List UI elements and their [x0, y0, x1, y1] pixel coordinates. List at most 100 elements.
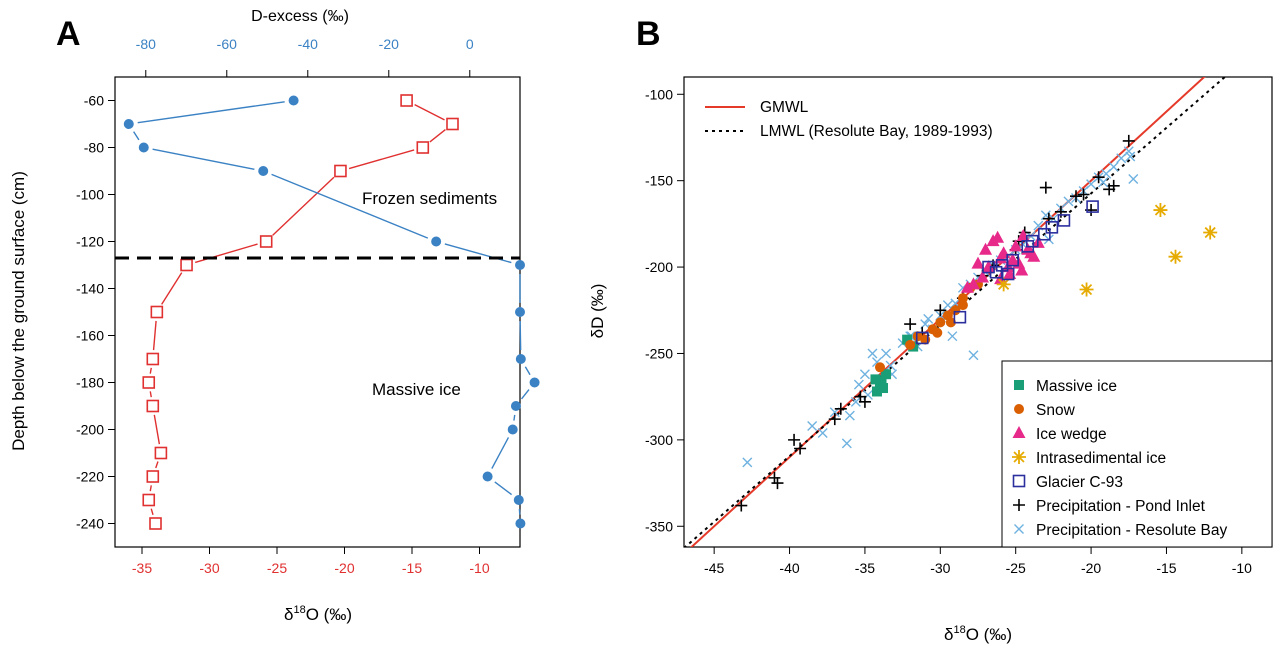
y-tick-label: -180 [76, 375, 104, 391]
series-segment-0 [161, 272, 183, 305]
data-point-plus [1039, 181, 1052, 194]
data-point-filled-square [876, 376, 887, 387]
data-point-plus [735, 499, 748, 512]
legend-swatch-filled-square [1014, 380, 1024, 390]
data-point-plus [1070, 190, 1082, 203]
panel-a-x-ticks-bottom: -35 -30 -25 -20 -15 -10 [132, 547, 490, 576]
series-segment-1 [152, 148, 255, 170]
data-point-series-0 [146, 399, 160, 413]
data-point-cross [947, 331, 958, 342]
data-point-series-1 [138, 142, 149, 153]
data-point-cross [867, 348, 878, 359]
legend-swatch-asterisk [1012, 450, 1026, 464]
data-point-cross [859, 369, 870, 380]
data-point-series-1 [515, 307, 525, 317]
legend-massive-ice: Massive ice [1036, 378, 1117, 395]
data-point-open-square [1025, 234, 1039, 248]
y-tick-label: -300 [645, 432, 673, 448]
data-point-filled-circle [932, 327, 943, 338]
legend-gmwl-label: GMWL [760, 99, 809, 116]
data-point-cross [841, 438, 852, 449]
data-point-filled-square [870, 374, 881, 385]
legend-swatches [1012, 380, 1026, 534]
data-point-open-square [1086, 200, 1099, 213]
x-bottom-tick-label: -25 [267, 560, 287, 576]
data-point-filled-circle [945, 317, 956, 328]
data-point-open-square [1038, 227, 1051, 241]
data-point-series-0 [154, 446, 168, 460]
panel-a-x-axis-title: δ18O (‰) [284, 604, 352, 624]
data-point-series-1 [123, 119, 134, 129]
data-point-series-0 [150, 305, 164, 319]
data-point-plus [828, 413, 841, 426]
series-segment-0 [429, 129, 446, 143]
legend-precip-pond-inlet: Precipitation - Pond Inlet [1036, 498, 1206, 515]
panel-b: B -100-150-200-250-300-350 -45 -40 -35 -30-… [588, 15, 1273, 644]
series-segment-0 [150, 508, 154, 516]
series-segment-1 [513, 414, 516, 421]
data-point-plus [834, 402, 847, 415]
x-bottom-tick-label: -20 [334, 560, 354, 576]
data-point-series-0 [146, 352, 160, 366]
data-point-cross [853, 379, 864, 390]
data-point-cross [850, 396, 861, 407]
data-point-asterisk [1203, 225, 1218, 240]
legend-swatch-filled-circle [1014, 404, 1024, 414]
panel-b-scatter-markers [735, 134, 1218, 512]
data-point-cross [1108, 161, 1119, 172]
x-top-tick-label: -20 [379, 36, 399, 52]
panel-b-plot-frame [683, 76, 1273, 548]
panel-b-x-ticks: -45 -40 -35 -30 -25 -20 -15 -10 [704, 547, 1252, 576]
data-point-open-square [953, 310, 967, 324]
data-point-cross [885, 360, 896, 371]
legend-box [1001, 360, 1273, 548]
x-tick-label: -35 [855, 560, 875, 576]
series-segment-0 [348, 149, 415, 170]
panel-a-series-lines [133, 101, 531, 516]
legend-swatch-filled-triangle [1012, 426, 1026, 438]
data-point-cross [1063, 196, 1074, 207]
data-point-series-0 [142, 493, 156, 507]
data-point-filled-circle [957, 293, 968, 304]
data-point-cross [817, 427, 828, 438]
series-segment-0 [149, 485, 152, 492]
data-point-series-1 [529, 377, 540, 388]
data-point-filled-triangle [960, 280, 974, 293]
legend-ice-wedge: Ice wedge [1036, 426, 1107, 443]
data-point-filled-triangle [1015, 263, 1029, 276]
data-point-filled-circle [905, 339, 916, 350]
series-segment-1 [271, 173, 429, 239]
x-bottom-tick-label: -30 [199, 560, 219, 576]
data-point-cross [742, 457, 753, 468]
data-point-open-square [1045, 221, 1059, 234]
series-segment-1 [444, 243, 512, 264]
data-point-cross [1125, 151, 1136, 162]
data-point-series-0 [149, 517, 162, 530]
data-point-filled-circle [950, 305, 961, 316]
data-point-series-1 [515, 354, 526, 364]
data-point-series-1 [513, 495, 524, 505]
legend-swatch-plus [1013, 499, 1025, 511]
data-point-series-1 [507, 424, 518, 435]
data-point-series-1 [510, 401, 521, 411]
y-tick-label: -80 [84, 140, 104, 156]
data-point-series-0 [416, 141, 430, 154]
data-point-plus [794, 442, 807, 455]
x-top-tick-label: -40 [298, 36, 318, 52]
series-segment-1 [133, 131, 140, 141]
data-point-series-0 [400, 94, 413, 107]
data-point-filled-square [878, 383, 889, 394]
data-point-asterisk [1153, 203, 1168, 218]
data-point-filled-square [881, 369, 892, 380]
data-point-cross [968, 350, 979, 361]
data-point-open-square [915, 331, 929, 345]
data-point-series-0 [142, 376, 156, 389]
x-tick-label: -45 [704, 560, 724, 576]
x-tick-label: -25 [1006, 560, 1026, 576]
legend-glacier-c93: Glacier C-93 [1036, 474, 1123, 491]
y-tick-label: -120 [76, 234, 104, 250]
data-point-filled-circle [957, 300, 968, 311]
x-top-tick-label: 0 [466, 36, 474, 52]
x-tick-label: -40 [779, 560, 799, 576]
data-point-cross [1128, 173, 1139, 184]
